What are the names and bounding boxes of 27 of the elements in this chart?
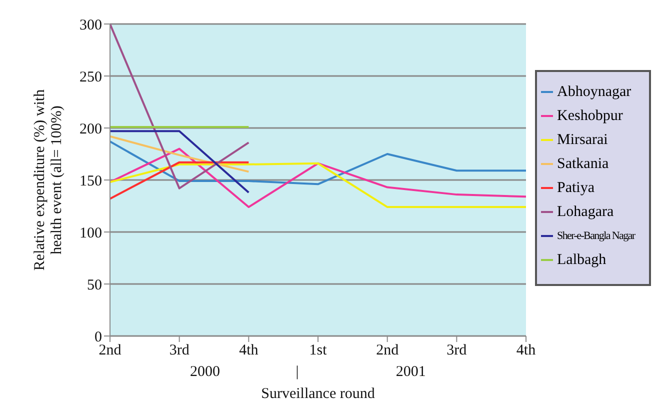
y-tick-label: 200 — [80, 121, 102, 138]
y-tick-label: 300 — [80, 17, 102, 34]
legend-label: Abhoynagar — [557, 84, 632, 100]
y-tick-label: 150 — [80, 173, 102, 190]
text: 2001 — [396, 364, 426, 380]
legend-label: Satkania — [557, 156, 609, 172]
legend-label: Mirsarai — [557, 132, 608, 148]
legend-label: Lohagara — [557, 204, 614, 220]
legend-label: Patiya — [557, 180, 594, 196]
text: | — [296, 364, 299, 380]
y-tick-label: 250 — [80, 69, 102, 86]
x-tick-label: 4th — [239, 342, 259, 359]
x-tick-label: 1st — [309, 342, 328, 359]
legend-label: Sher-e-Bangla Nagar — [557, 230, 635, 242]
y-tick-label: 0 — [94, 329, 102, 346]
text: 2000 — [190, 364, 220, 380]
x-tick-label: 3rd — [169, 342, 190, 359]
legend-label: Lalbagh — [557, 252, 606, 268]
x-axis-title: Surveillance round — [261, 386, 376, 402]
legend-label: Keshobpur — [557, 108, 623, 124]
x-tick-label: 4th — [516, 342, 536, 359]
x-tick-label: 3rd — [446, 342, 468, 359]
y-tick-label: 100 — [80, 225, 102, 242]
y-tick-label: 50 — [87, 277, 102, 294]
y-axis-title: Relative expenditure (%) with health event (all= 100%) — [32, 88, 65, 271]
x-tick-label: 2nd — [376, 342, 400, 359]
x-tick-label: 2nd — [98, 342, 122, 359]
